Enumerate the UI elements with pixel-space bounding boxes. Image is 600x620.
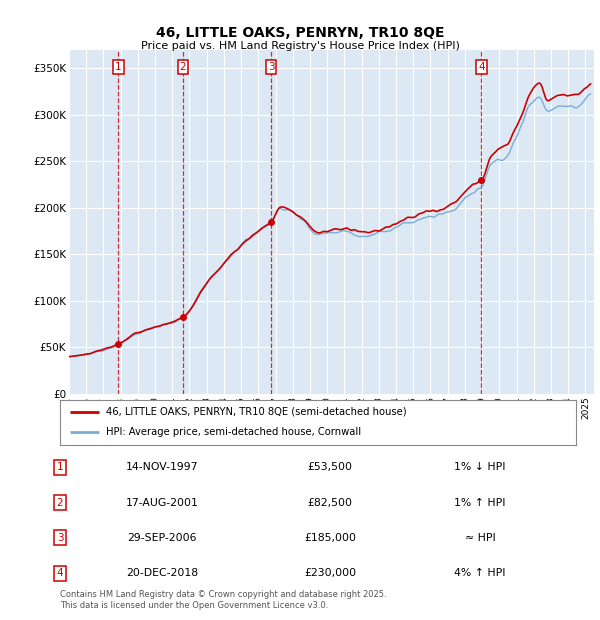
Text: 29-SEP-2006: 29-SEP-2006 bbox=[127, 533, 197, 543]
Text: 2: 2 bbox=[56, 497, 64, 508]
Text: 1: 1 bbox=[56, 462, 64, 472]
Text: 1: 1 bbox=[115, 61, 122, 72]
Text: 46, LITTLE OAKS, PENRYN, TR10 8QE (semi-detached house): 46, LITTLE OAKS, PENRYN, TR10 8QE (semi-… bbox=[106, 407, 407, 417]
Text: 4: 4 bbox=[56, 568, 64, 578]
Text: This data is licensed under the Open Government Licence v3.0.: This data is licensed under the Open Gov… bbox=[60, 601, 328, 611]
Text: 1% ↑ HPI: 1% ↑ HPI bbox=[454, 497, 506, 508]
Text: £185,000: £185,000 bbox=[304, 533, 356, 543]
Text: 4% ↑ HPI: 4% ↑ HPI bbox=[454, 568, 506, 578]
Text: 20-DEC-2018: 20-DEC-2018 bbox=[126, 568, 198, 578]
Text: Contains HM Land Registry data © Crown copyright and database right 2025.: Contains HM Land Registry data © Crown c… bbox=[60, 590, 386, 600]
Text: £230,000: £230,000 bbox=[304, 568, 356, 578]
Text: 46, LITTLE OAKS, PENRYN, TR10 8QE: 46, LITTLE OAKS, PENRYN, TR10 8QE bbox=[156, 26, 444, 40]
Text: 2: 2 bbox=[179, 61, 186, 72]
Text: HPI: Average price, semi-detached house, Cornwall: HPI: Average price, semi-detached house,… bbox=[106, 427, 362, 438]
Text: Price paid vs. HM Land Registry's House Price Index (HPI): Price paid vs. HM Land Registry's House … bbox=[140, 41, 460, 51]
Text: £82,500: £82,500 bbox=[308, 497, 353, 508]
Text: 3: 3 bbox=[268, 61, 275, 72]
Text: £53,500: £53,500 bbox=[308, 462, 353, 472]
Text: 1% ↓ HPI: 1% ↓ HPI bbox=[454, 462, 506, 472]
Text: 3: 3 bbox=[56, 533, 64, 543]
Text: 4: 4 bbox=[478, 61, 485, 72]
Text: 14-NOV-1997: 14-NOV-1997 bbox=[126, 462, 198, 472]
Text: 17-AUG-2001: 17-AUG-2001 bbox=[125, 497, 199, 508]
Text: ≈ HPI: ≈ HPI bbox=[464, 533, 496, 543]
